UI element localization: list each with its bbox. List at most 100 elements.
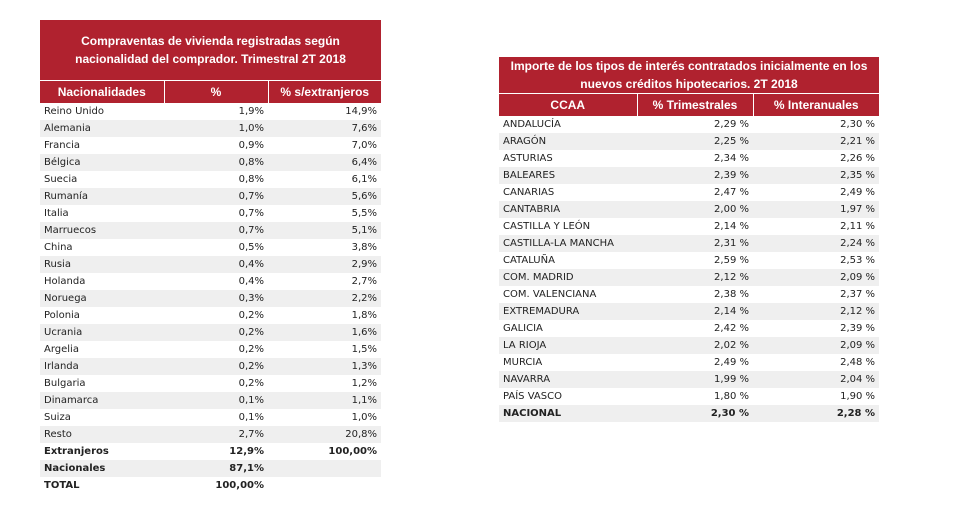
row-value: 0,7%	[164, 205, 268, 222]
table-row: China 0,5% 3,8%	[40, 239, 382, 256]
table-row: Nacionales 87,1%	[40, 460, 382, 477]
row-label: Suecia	[40, 171, 164, 188]
interest-table-title: Importe de los tipos de interés contrata…	[499, 57, 880, 94]
row-label: NAVARRA	[499, 371, 637, 388]
row-value: 2,7%	[164, 426, 268, 443]
row-value: 2,48 %	[753, 354, 880, 371]
table-row: ASTURIAS 2,34 % 2,26 %	[499, 150, 880, 167]
row-label: Bulgaria	[40, 375, 164, 392]
nationality-table-title: Compraventas de vivienda registradas seg…	[40, 20, 382, 81]
row-value: 2,31 %	[637, 235, 753, 252]
table-row: Resto 2,7% 20,8%	[40, 426, 382, 443]
row-value: 0,4%	[164, 273, 268, 290]
row-value: 1,90 %	[753, 388, 880, 405]
table-row: NACIONAL 2,30 % 2,28 %	[499, 405, 880, 422]
empty-cell	[637, 422, 753, 439]
row-label: LA RIOJA	[499, 337, 637, 354]
row-value: 7,0%	[268, 137, 382, 154]
row-value: 1,8%	[268, 307, 382, 324]
row-value: 1,99 %	[637, 371, 753, 388]
row-value: 2,09 %	[753, 269, 880, 286]
table-row: Suecia 0,8% 6,1%	[40, 171, 382, 188]
row-value: 1,0%	[268, 409, 382, 426]
row-label: China	[40, 239, 164, 256]
row-label: Rusia	[40, 256, 164, 273]
row-value: 5,6%	[268, 188, 382, 205]
row-value: 20,8%	[268, 426, 382, 443]
table-row: Holanda 0,4% 2,7%	[40, 273, 382, 290]
table-row: Dinamarca 0,1% 1,1%	[40, 392, 382, 409]
row-value: 0,2%	[164, 307, 268, 324]
row-value: 2,12 %	[753, 303, 880, 320]
header-ccaa: CCAA	[499, 93, 637, 116]
header-percent-foreigners: % s/extranjeros	[267, 80, 382, 103]
nationality-table: Compraventas de vivienda registradas seg…	[40, 20, 382, 494]
row-value: 2,49 %	[753, 184, 880, 201]
table-row: LA RIOJA 2,02 % 2,09 %	[499, 337, 880, 354]
table-row: Irlanda 0,2% 1,3%	[40, 358, 382, 375]
interest-rate-table: Importe de los tipos de interés contrata…	[499, 57, 880, 439]
row-value: 2,7%	[268, 273, 382, 290]
row-value: 2,14 %	[637, 303, 753, 320]
row-value: 100,00%	[268, 443, 382, 460]
row-value: 2,34 %	[637, 150, 753, 167]
row-value: 0,2%	[164, 358, 268, 375]
row-label: Marruecos	[40, 222, 164, 239]
row-value: 2,2%	[268, 290, 382, 307]
row-value: 2,37 %	[753, 286, 880, 303]
row-label: Alemania	[40, 120, 164, 137]
table-row: CATALUÑA 2,59 % 2,53 %	[499, 252, 880, 269]
row-value	[268, 460, 382, 477]
header-percent: %	[163, 80, 268, 103]
row-label: TOTAL	[40, 477, 164, 494]
row-label: Noruega	[40, 290, 164, 307]
header-yearly: % Interanuales	[752, 93, 880, 116]
row-value: 2,02 %	[637, 337, 753, 354]
row-value: 6,1%	[268, 171, 382, 188]
table-row: COM. VALENCIANA 2,38 % 2,37 %	[499, 286, 880, 303]
row-value: 2,21 %	[753, 133, 880, 150]
row-value: 3,8%	[268, 239, 382, 256]
table-row: Polonia 0,2% 1,8%	[40, 307, 382, 324]
row-value: 2,59 %	[637, 252, 753, 269]
row-label: Resto	[40, 426, 164, 443]
row-value: 0,1%	[164, 392, 268, 409]
row-value: 0,8%	[164, 171, 268, 188]
table-row: NAVARRA 1,99 % 2,04 %	[499, 371, 880, 388]
row-value: 0,7%	[164, 222, 268, 239]
row-value: 2,53 %	[753, 252, 880, 269]
row-value: 2,04 %	[753, 371, 880, 388]
row-value: 2,12 %	[637, 269, 753, 286]
row-label: Irlanda	[40, 358, 164, 375]
table-row: Francia 0,9% 7,0%	[40, 137, 382, 154]
row-label: PAÍS VASCO	[499, 388, 637, 405]
row-value: 1,2%	[268, 375, 382, 392]
row-value: 5,1%	[268, 222, 382, 239]
row-value: 2,49 %	[637, 354, 753, 371]
row-value: 87,1%	[164, 460, 268, 477]
row-label: CASTILLA Y LEÓN	[499, 218, 637, 235]
table-row: Reino Unido 1,9% 14,9%	[40, 103, 382, 120]
row-value: 0,2%	[164, 375, 268, 392]
row-value: 2,28 %	[753, 405, 880, 422]
row-label: Extranjeros	[40, 443, 164, 460]
table-row: Italia 0,7% 5,5%	[40, 205, 382, 222]
row-label: CANTABRIA	[499, 201, 637, 218]
row-value: 0,2%	[164, 341, 268, 358]
table-row: CANARIAS 2,47 % 2,49 %	[499, 184, 880, 201]
row-value: 2,24 %	[753, 235, 880, 252]
row-label: Polonia	[40, 307, 164, 324]
table-row: BALEARES 2,39 % 2,35 %	[499, 167, 880, 184]
row-label: ARAGÓN	[499, 133, 637, 150]
row-label: Suiza	[40, 409, 164, 426]
row-value: 2,30 %	[753, 116, 880, 133]
row-value: 1,6%	[268, 324, 382, 341]
row-label: Bélgica	[40, 154, 164, 171]
row-label: ASTURIAS	[499, 150, 637, 167]
table-row: CASTILLA-LA MANCHA 2,31 % 2,24 %	[499, 235, 880, 252]
row-value: 0,7%	[164, 188, 268, 205]
row-label: MURCIA	[499, 354, 637, 371]
row-label: GALICIA	[499, 320, 637, 337]
row-value: 2,38 %	[637, 286, 753, 303]
row-label: Reino Unido	[40, 103, 164, 120]
